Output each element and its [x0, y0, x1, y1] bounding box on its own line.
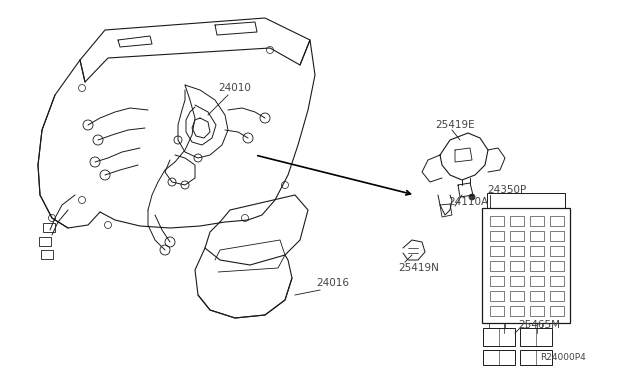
Bar: [483, 350, 515, 365]
Bar: [490, 291, 504, 301]
Bar: [530, 306, 544, 316]
Text: 24110A: 24110A: [448, 197, 488, 207]
Bar: [482, 208, 570, 323]
Text: R24000P4: R24000P4: [540, 353, 586, 362]
Bar: [530, 291, 544, 301]
Bar: [490, 306, 504, 316]
Bar: [490, 261, 504, 271]
Bar: [483, 328, 515, 346]
Bar: [520, 328, 552, 346]
Bar: [510, 276, 524, 286]
Bar: [510, 216, 524, 226]
Bar: [550, 261, 564, 271]
Bar: [550, 216, 564, 226]
Bar: [530, 216, 544, 226]
Bar: [41, 250, 53, 259]
Bar: [510, 246, 524, 256]
Bar: [39, 237, 51, 246]
Text: 25419E: 25419E: [435, 120, 475, 130]
Bar: [510, 261, 524, 271]
Bar: [43, 223, 55, 232]
Bar: [550, 246, 564, 256]
Bar: [490, 216, 504, 226]
Text: 24016: 24016: [316, 278, 349, 288]
Circle shape: [469, 194, 475, 200]
Bar: [530, 231, 544, 241]
Bar: [490, 231, 504, 241]
Bar: [550, 276, 564, 286]
Text: 25465M: 25465M: [518, 320, 560, 330]
Bar: [487, 193, 565, 208]
Text: 24010: 24010: [218, 83, 251, 93]
Bar: [520, 350, 552, 365]
Bar: [530, 261, 544, 271]
Bar: [550, 306, 564, 316]
Bar: [550, 291, 564, 301]
Bar: [510, 291, 524, 301]
Bar: [490, 276, 504, 286]
Bar: [530, 276, 544, 286]
Bar: [530, 246, 544, 256]
Bar: [510, 306, 524, 316]
Text: 24350P: 24350P: [487, 185, 526, 195]
Bar: [490, 246, 504, 256]
Bar: [510, 231, 524, 241]
Text: 25419N: 25419N: [398, 263, 439, 273]
Bar: [550, 231, 564, 241]
